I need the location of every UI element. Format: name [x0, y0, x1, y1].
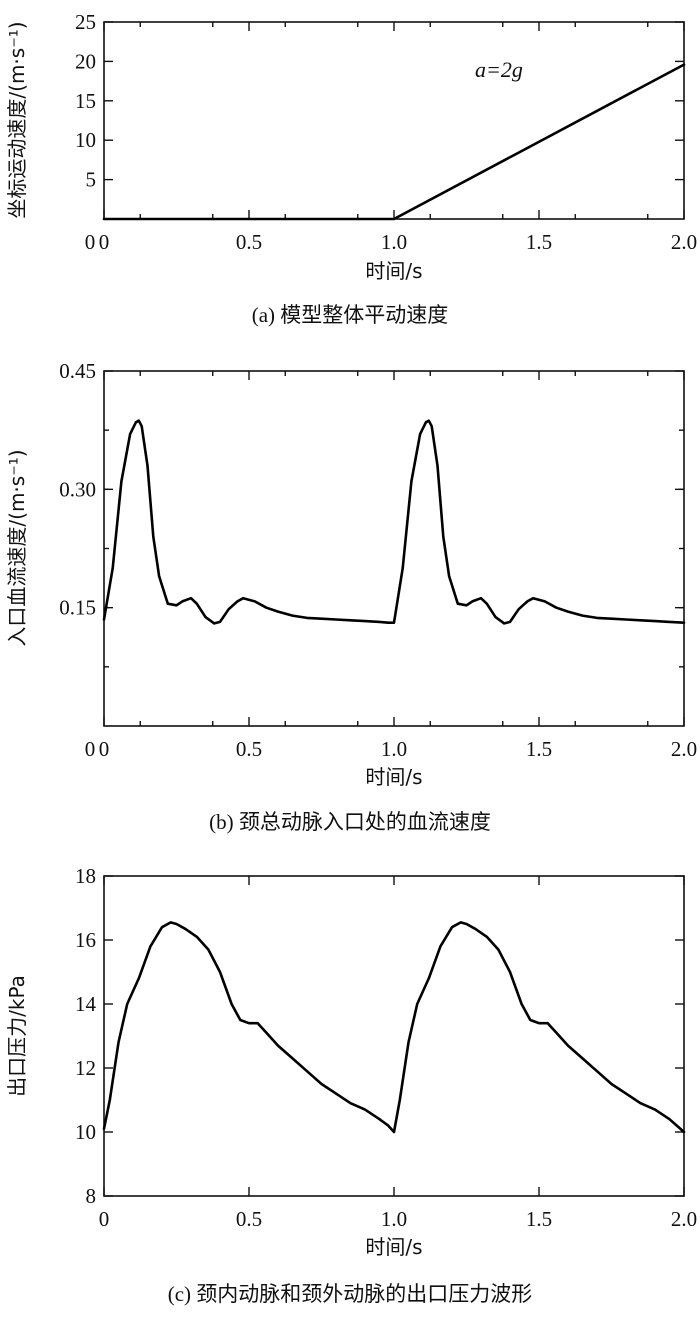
y-tick-label: 14 [75, 992, 97, 1016]
y-tick-label: 10 [75, 128, 96, 152]
series-line-1 [102, 921, 686, 1134]
y-tick-label: 0.30 [59, 477, 96, 501]
x-axis-label: 时间/s [365, 765, 422, 789]
x-axis-label: 时间/s [365, 259, 422, 283]
x-tick-label: 1.5 [526, 737, 552, 761]
x-axis-label: 时间/s [365, 1235, 422, 1259]
x-tick-label: 0.5 [236, 737, 262, 761]
plot-frame [103, 21, 685, 220]
y-tick-label: 12 [75, 1056, 96, 1080]
series-line-1 [102, 63, 686, 221]
y-tick-label: 18 [75, 864, 96, 888]
y-tick-label: 8 [86, 1184, 97, 1208]
x-tick-label: 2.0 [671, 1207, 697, 1231]
series-line-1 [102, 419, 686, 625]
y-tick-label: 20 [75, 49, 96, 73]
x-origin-label: 0 [85, 737, 96, 761]
y-tick-label: 25 [75, 10, 96, 34]
y-tick-label: 5 [86, 168, 97, 192]
y-tick-label: 0.15 [59, 596, 96, 620]
x-tick-label: 0 [99, 230, 110, 254]
x-tick-label: 0.5 [236, 1207, 262, 1231]
x-tick-label: 2.0 [671, 737, 697, 761]
x-tick-label: 0 [99, 1207, 110, 1231]
y-tick-label: 15 [75, 89, 96, 113]
y-tick-label: 16 [75, 928, 96, 952]
x-tick-label: 1.5 [526, 1207, 552, 1231]
chart-panel-1: 0 0.5 1.0 1.5 2.0 5 10 15 20 25 0 时间/s 坐标运动速度/(m·s⁻¹… [5, 10, 697, 327]
y-tick-label: 0.45 [59, 359, 96, 383]
y-axis-label: 坐标运动速度/(m·s⁻¹) [5, 21, 29, 218]
plot-frame [103, 370, 685, 727]
x-origin-label: 0 [85, 230, 96, 254]
y-axis-label: 入口血流速度/(m·s⁻¹) [5, 449, 29, 646]
panel-caption: (b) 颈总动脉入口处的血流速度 [209, 810, 491, 834]
x-tick-label: 1.5 [526, 230, 552, 254]
panel-caption: (c) 颈内动脉和颈外动脉的出口压力波形 [168, 1282, 533, 1306]
x-tick-label: 2.0 [671, 230, 697, 254]
panel-caption: (a) 模型整体平动速度 [252, 303, 449, 327]
plot-frame [103, 875, 685, 1197]
x-tick-label: 1.0 [381, 230, 407, 254]
x-tick-label: 1.0 [381, 1207, 407, 1231]
chart-panel-3: 0 0.5 1.0 1.5 2.0 8 10 12 14 16 18 时间/s 出口压力/kPa (c) … [5, 864, 697, 1306]
y-tick-label: 10 [75, 1120, 96, 1144]
x-tick-label: 0 [99, 737, 110, 761]
chart-panel-2: 0 0.5 1.0 1.5 2.0 0.15 0.30 0.45 0 时间/s 入口血流速度/(m·… [5, 359, 697, 834]
y-axis-label: 出口压力/kPa [5, 975, 29, 1097]
x-tick-label: 1.0 [381, 737, 407, 761]
x-tick-label: 0.5 [236, 230, 262, 254]
acceleration-annotation: a=2g [475, 57, 523, 82]
